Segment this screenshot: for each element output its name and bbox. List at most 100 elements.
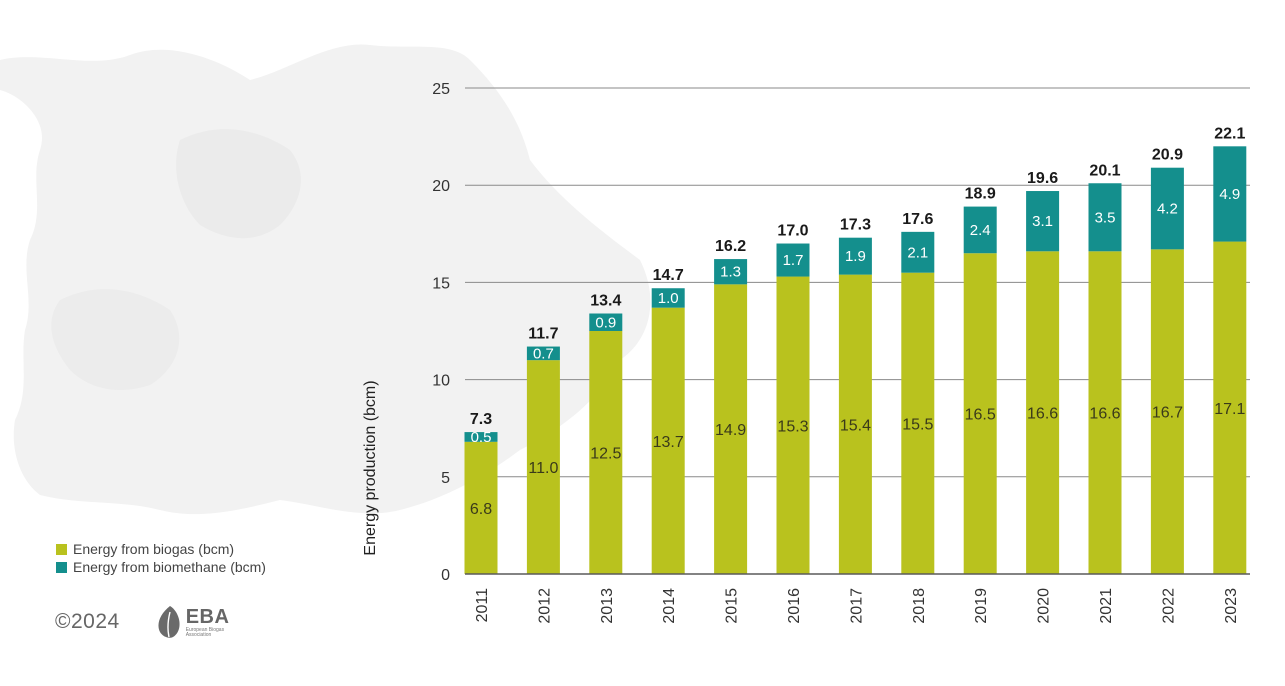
data-label-biogas: 17.1 [1214,401,1245,418]
total-label: 11.7 [528,326,558,343]
data-label-biomethane: 3.1 [1032,213,1053,230]
x-tick-label: 2011 [474,588,491,623]
legend-swatch-biogas [56,543,67,555]
y-tick-label: 25 [432,81,450,98]
total-label: 17.6 [902,211,933,228]
x-tick-label: 2022 [1160,588,1177,624]
bar-biomethane [963,206,997,254]
y-tick-label: 5 [441,470,450,487]
copyright-text: ©2024 [55,610,120,633]
data-label-biogas: 16.6 [1089,406,1120,423]
bar-biogas [1213,241,1247,575]
leaf-icon [158,606,180,638]
bar-biogas [1026,251,1060,574]
x-axis-ticks: 2011 2012 2013 2014 2015 2016 2017 2018 2019 2020… [474,588,1240,624]
bar-biogas [901,272,935,574]
bar-biomethane [651,288,685,308]
bar-biomethane [1026,191,1060,252]
y-axis-ticks: 0 5 10 15 20 25 [432,81,450,584]
data-label-biogas: 15.4 [840,417,871,434]
data-label-biogas: 11.0 [528,460,558,477]
bar-biogas [526,360,560,574]
total-label: 20.1 [1089,162,1120,179]
y-tick-label: 15 [432,275,450,292]
data-label-biogas: 16.7 [1152,405,1183,422]
total-label: 7.3 [470,411,492,428]
data-label-biomethane: 1.7 [783,252,804,269]
x-tick-label: 2014 [661,588,678,624]
y-tick-label: 0 [441,567,450,584]
data-label-biogas: 15.5 [902,416,933,433]
legend-swatch-biomethane [56,561,67,573]
eba-logo-name: EBA [185,605,230,628]
data-label-biomethane: 0.9 [595,314,616,331]
y-axis-title: Energy production (bcm) [362,380,379,555]
total-label: 22.1 [1214,125,1245,142]
x-tick-label: 2023 [1223,588,1240,624]
data-label-biomethane: 4.2 [1157,201,1178,218]
bar-biomethane [589,313,623,331]
data-label-biogas: 12.5 [590,446,621,463]
bars [464,146,1247,575]
bar-biogas [963,253,997,575]
x-tick-label: 2012 [536,588,553,624]
x-tick-label: 2013 [599,588,616,624]
legend-label-biomethane: Energy from biomethane (bcm) [73,559,266,575]
bar-biogas [651,307,685,574]
data-label-biomethane: 1.3 [720,264,741,281]
data-label-biogas: 16.6 [1027,406,1058,423]
bar-biomethane [1213,146,1247,242]
data-label-biomethane: 2.4 [970,222,991,239]
bar-biogas [714,284,748,574]
data-label-biomethane: 2.1 [907,244,928,261]
total-label: 17.3 [840,217,871,234]
x-tick-label: 2019 [973,588,990,624]
total-label: 16.2 [715,238,746,255]
bar-biomethane [838,237,872,275]
total-label: 19.6 [1027,170,1058,187]
bar-biomethane [714,259,748,285]
bar-biomethane [1088,183,1122,252]
bar-biomethane [776,243,810,277]
x-tick-label: 2017 [848,588,865,624]
total-label: 20.9 [1152,147,1183,164]
total-label: 13.4 [590,293,621,310]
data-label-biogas: 14.9 [715,422,746,439]
data-label-biomethane: 3.5 [1095,209,1116,226]
data-label-biomethane: 1.0 [658,290,679,307]
x-tick-label: 2021 [1098,588,1115,624]
data-label-biogas: 13.7 [653,434,684,451]
x-tick-label: 2020 [1036,588,1053,624]
bar-biogas [1150,249,1184,575]
data-label-biomethane: 0.7 [533,345,554,362]
eba-logo-subtitle: European Biogas Association [185,626,225,638]
bar-biogas [464,441,498,574]
y-tick-label: 10 [432,373,450,390]
bar-biomethane [1150,167,1184,250]
data-label-biogas: 6.8 [470,501,492,518]
eba-logo-text: EBA European Biogas Association [186,607,232,638]
data-label-biogas: 16.5 [965,407,996,424]
bar-biomethane [901,231,935,273]
total-label: 18.9 [965,186,996,203]
eba-logo: EBA European Biogas Association [154,604,232,640]
x-tick-label: 2018 [911,588,928,624]
y-tick-label: 20 [432,178,450,195]
bar-biomethane [526,346,560,361]
total-label: 14.7 [653,267,684,284]
bar-biogas [589,331,623,574]
bar-labels: 6.8 0.57.3 11.0 0.7 11.7 12.5 0.9 13.4 13.7 1.0 14… [470,125,1246,518]
data-label-biomethane: 4.9 [1219,186,1240,203]
data-label-biogas: 15.3 [777,418,808,435]
legend-label-biogas: Energy from biogas (bcm) [73,541,235,557]
legend-item-biomethane: Energy from biomethane (bcm) [56,558,266,576]
legend-item-biogas: Energy from biogas (bcm) [56,540,266,558]
x-tick-label: 2016 [786,588,803,624]
bar-biogas [776,276,810,574]
total-label: 17.0 [777,223,808,240]
bar-biogas [838,274,872,574]
bar-biomethane [464,432,498,442]
